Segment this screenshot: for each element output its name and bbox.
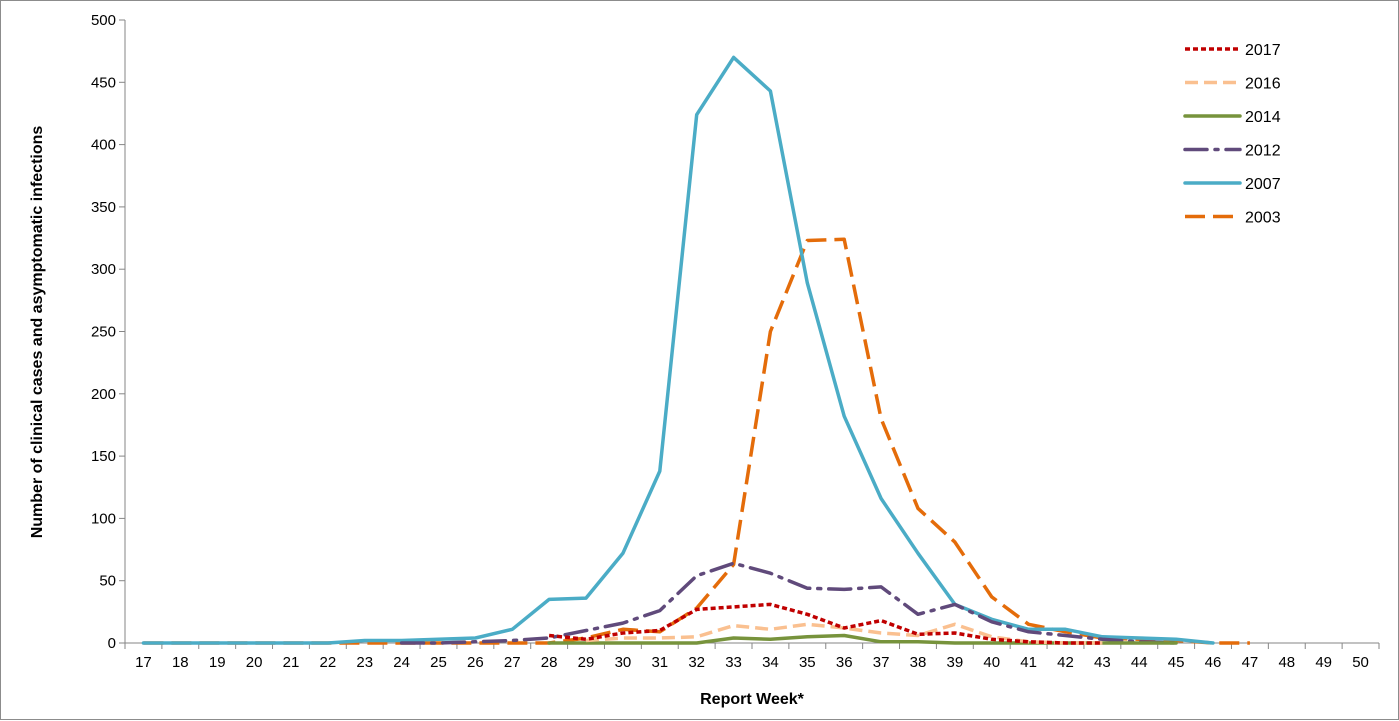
x-tick-label: 19	[209, 654, 226, 671]
x-tick-label: 49	[1315, 654, 1332, 671]
x-tick-labels: 17 18 19 20 21 22 23 24 25 26 27 28 29 30 31 32 33 34 35 36…	[135, 654, 1369, 671]
x-tick-label: 41	[1020, 654, 1037, 671]
legend-label-2017: 2017	[1245, 42, 1281, 59]
x-tick-label: 48	[1278, 654, 1295, 671]
x-tick-label: 28	[541, 654, 558, 671]
x-tick-label: 33	[725, 654, 742, 671]
series-line-2007	[141, 55, 1215, 645]
y-tick-label: 200	[91, 386, 116, 403]
y-tick-label: 150	[91, 448, 116, 465]
x-tick-label: 44	[1131, 654, 1148, 671]
x-tick-label: 47	[1242, 654, 1259, 671]
x-tick-label: 27	[504, 654, 521, 671]
x-tick-label: 43	[1094, 654, 1111, 671]
x-tick-label: 22	[320, 654, 337, 671]
x-tick-label: 35	[799, 654, 816, 671]
y-tick-label: 450	[91, 74, 116, 91]
x-tick-label: 36	[836, 654, 853, 671]
x-tick-label: 17	[135, 654, 152, 671]
x-tick-label: 24	[393, 654, 410, 671]
x-tick-label: 25	[430, 654, 447, 671]
series-line-2003	[143, 237, 1250, 645]
legend: 2017 2016 2014 2012 2007 2003	[1183, 42, 1281, 227]
series-lines	[141, 55, 1250, 645]
x-tick-label: 31	[651, 654, 668, 671]
x-tick-label: 30	[615, 654, 632, 671]
y-tick-label: 350	[91, 199, 116, 216]
y-tick-label: 50	[99, 573, 116, 590]
series-line-2012	[399, 561, 1178, 645]
x-tick-label: 18	[172, 654, 189, 671]
legend-label-2012: 2012	[1245, 143, 1281, 160]
y-tick-labels: 0 50 100 150 200 250 300 350 400 450 500	[91, 12, 116, 652]
series-line-2017	[548, 602, 1103, 645]
y-tick-label: 300	[91, 261, 116, 278]
x-tick-label: 50	[1352, 654, 1369, 671]
y-tick-label: 400	[91, 137, 116, 154]
y-tick-label: 500	[91, 12, 116, 29]
x-tick-label: 32	[688, 654, 705, 671]
x-tick-label: 29	[578, 654, 595, 671]
x-axis-title: Report Week*	[700, 691, 805, 708]
y-tick-label: 0	[108, 635, 116, 652]
legend-label-2007: 2007	[1245, 176, 1281, 193]
y-tick-label: 100	[91, 510, 116, 527]
x-tick-label: 20	[246, 654, 263, 671]
x-tick-label: 38	[910, 654, 927, 671]
y-tick-label: 250	[91, 324, 116, 341]
legend-label-2003: 2003	[1245, 210, 1281, 227]
legend-label-2014: 2014	[1245, 109, 1281, 126]
x-tick-label: 45	[1168, 654, 1185, 671]
legend-label-2016: 2016	[1245, 76, 1281, 93]
x-tick-label: 21	[283, 654, 300, 671]
x-tick-label: 26	[467, 654, 484, 671]
y-axis-title: Number of clinical cases and asymptomati…	[29, 126, 46, 539]
x-tick-label: 23	[356, 654, 373, 671]
x-tick-label: 42	[1057, 654, 1074, 671]
x-tick-label: 34	[762, 654, 779, 671]
x-tick-label: 40	[983, 654, 1000, 671]
x-tick-label: 37	[873, 654, 890, 671]
x-tick-label: 39	[947, 654, 964, 671]
x-tick-label: 46	[1205, 654, 1222, 671]
